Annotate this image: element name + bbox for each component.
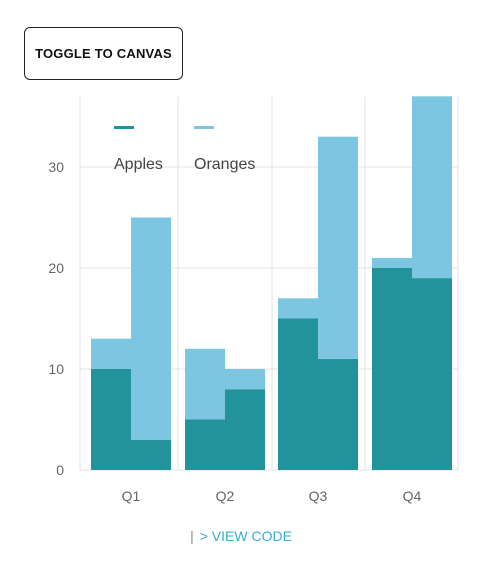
bar-oranges-q3-1 xyxy=(318,136,358,359)
y-tick-label: 30 xyxy=(48,159,64,175)
bar-apples-q3-0 xyxy=(278,318,318,470)
x-tick-label: Q2 xyxy=(216,488,235,504)
x-tick-label: Q1 xyxy=(122,488,141,504)
view-code-divider: | xyxy=(190,528,194,544)
bar-apples-q2-0 xyxy=(185,419,225,470)
bar-apples-q4-1 xyxy=(412,278,452,470)
y-tick-label: 0 xyxy=(56,462,64,478)
legend-swatch-1 xyxy=(194,126,214,129)
view-code-row: | > VIEW CODE xyxy=(0,528,482,544)
legend-swatch-0 xyxy=(114,126,134,129)
bar-oranges-q2-0 xyxy=(185,348,225,420)
legend-label-0: Apples xyxy=(114,156,163,173)
y-tick-label: 20 xyxy=(48,260,64,276)
bar-oranges-q1-0 xyxy=(91,338,131,369)
x-tick-label: Q3 xyxy=(309,488,328,504)
view-code-link[interactable]: > VIEW CODE xyxy=(199,528,292,544)
bar-oranges-q3-0 xyxy=(278,298,318,319)
toggle-to-canvas-button[interactable]: TOGGLE TO CANVAS xyxy=(24,27,183,80)
bar-apples-q3-1 xyxy=(318,358,358,470)
y-tick-label: 10 xyxy=(48,361,64,377)
bar-apples-q1-1 xyxy=(131,439,171,470)
bar-oranges-q1-1 xyxy=(131,217,171,440)
bar-apples-q2-1 xyxy=(225,389,265,470)
bar-oranges-q2-1 xyxy=(225,369,265,390)
bar-oranges-q4-1 xyxy=(412,96,452,279)
bar-apples-q4-0 xyxy=(372,268,412,470)
legend-label-1: Oranges xyxy=(194,156,255,173)
bar-apples-q1-0 xyxy=(91,369,131,470)
x-tick-label: Q4 xyxy=(403,488,422,504)
bar-oranges-q4-0 xyxy=(372,257,412,268)
